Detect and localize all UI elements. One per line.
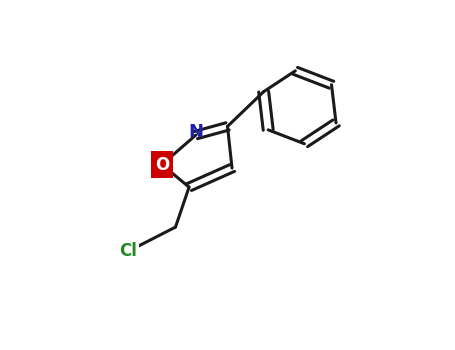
- Text: N: N: [188, 122, 203, 141]
- Text: O: O: [155, 156, 169, 174]
- Text: Cl: Cl: [119, 243, 137, 260]
